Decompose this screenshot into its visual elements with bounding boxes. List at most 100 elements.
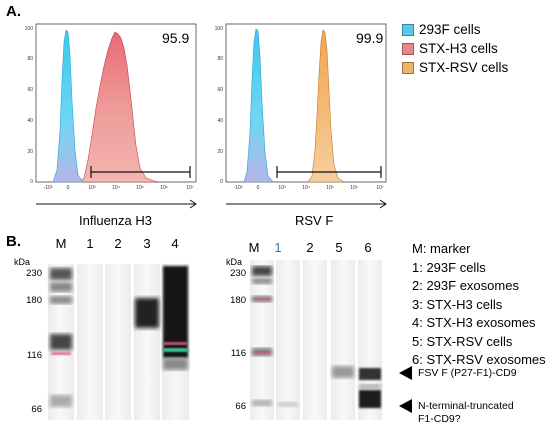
histogram-stx-rsv-fill [307,29,345,183]
y-tick: 40 [27,118,33,124]
lane-3 [134,264,160,420]
legend-label: 293F cells [419,22,481,37]
lane-label: 6 [364,240,372,255]
x-tick: -10³ [234,185,243,191]
x-tick: 10⁷ [376,185,384,191]
marker-bands [50,268,72,407]
x-axis-arrow [36,199,197,209]
y-tick: 80 [27,56,33,62]
western-blot-2 [250,260,382,420]
lane-label: M [248,240,260,255]
annotation-line: N-terminal-truncated [418,400,514,412]
lane-m [250,260,274,420]
mw-marker: 66 [235,401,246,412]
key-item: 3: STX-H3 cells [412,296,503,312]
key-item: 6: STX-RSV exosomes [412,352,546,367]
band-lane-3 [135,298,159,328]
lane-1 [77,264,103,420]
panel-a-label: A. [6,3,21,20]
mw-marker: 116 [230,348,246,359]
legend-item-293f: 293F cells [402,20,508,39]
kda-label: kDa [226,257,243,267]
arrowhead-fsv [399,366,412,380]
y-tick: 80 [217,56,223,62]
band-lane-4-edge [163,342,188,345]
key-item: M: marker [412,241,471,256]
band-lane-6-lower [359,390,381,408]
western-blot-1 [48,264,189,420]
x-tick: 10⁵ [136,185,144,191]
mw-marker: 180 [26,295,42,306]
lane-label: 5 [335,240,343,255]
lane-label: 1 [274,240,282,255]
x-tick: 10⁴ [112,185,120,191]
percent-positive-h3: 95.9 [162,30,190,46]
band-lane-4-lower [163,358,188,370]
mw-marker: 66 [31,404,42,415]
key-item: 2: 293F exosomes [412,278,519,293]
histogram-293f-fill [52,29,84,183]
lane-label: 3 [143,236,151,251]
x-axis-label-rsv: RSV F [295,213,334,228]
y-tick: 60 [217,87,223,93]
lane-1 [276,260,300,420]
x-tick: 10³ [278,185,286,191]
legend-label: STX-RSV cells [419,60,509,75]
x-axis-label-h3: Influenza H3 [79,213,152,228]
band-lane-5 [332,366,354,378]
x-tick: 0 [67,185,70,191]
x-tick: -10³ [44,185,53,191]
mw-marker: 116 [26,350,42,361]
annotation-fsv: FSV F (P27-F1)-CD9 [418,367,517,380]
legend-label: STX-H3 cells [419,41,498,56]
lane-label: 2 [306,240,314,255]
x-axis-ticks: -10³ 0 10³ 10⁴ 10⁵ 10⁶ 10⁷ [234,185,384,191]
legend-item-stx-rsv: STX-RSV cells [402,58,508,77]
x-tick: 10⁷ [186,185,194,191]
legend-swatch [402,42,414,55]
lane-label: 2 [114,236,122,251]
x-axis-ticks: -10³ 0 10³ 10⁴ 10⁵ 10⁶ 10⁷ [44,185,194,191]
band-lane-6-upper [359,368,381,380]
mw-marker: 230 [230,268,246,279]
y-axis-ticks: 100 80 60 40 20 0 [215,26,224,185]
gate-bar [276,166,382,178]
gate-bar [90,166,191,178]
x-tick: 10⁴ [302,185,310,191]
panel-b-label: B. [6,233,21,250]
y-tick: 100 [25,26,34,32]
arrowhead-truncated [399,399,412,413]
y-tick: 20 [217,149,223,155]
lane-2 [105,264,131,420]
legend-swatch [402,61,414,74]
y-tick: 100 [215,26,224,32]
lane-5 [331,260,355,420]
y-tick: 60 [27,87,33,93]
histogram-rsv-f: 100 80 60 40 20 0 -10³ 0 10³ 10⁴ 10⁵ 10⁶… [215,23,387,209]
mw-marker: 180 [230,295,246,306]
x-axis-arrow [226,199,387,209]
x-tick: 10⁵ [326,185,334,191]
key-item: 4: STX-H3 exosomes [412,315,536,330]
band-lane-4-highlight [163,348,188,352]
annotation-line: FSV F (P27-F1)-CD9 [418,367,517,379]
lane-label: 4 [171,236,179,251]
y-tick: 0 [30,179,33,185]
legend-swatch [402,23,414,36]
percent-positive-rsv: 99.9 [356,30,384,46]
x-tick: 10³ [88,185,96,191]
histogram-influenza-h3: 100 80 60 40 20 0 -10³ 0 10³ 10⁴ 10⁵ 10⁶… [25,23,197,209]
marker-bands [252,266,272,406]
histogram-293f-fill [243,28,274,183]
legend-item-stx-h3: STX-H3 cells [402,39,508,58]
lane-label: 1 [86,236,94,251]
legend: 293F cells STX-H3 cells STX-RSV cells [402,20,508,77]
y-tick: 40 [217,118,223,124]
lane-label: M [55,236,67,251]
key-item: 1: 293F cells [412,259,486,275]
lane-key: M: marker 1: 293F cells 2: 293F exosomes… [412,240,546,370]
band-lane-1-faint [278,402,298,407]
kda-label: kDa [14,257,31,267]
x-tick: 0 [257,185,260,191]
lane-2 [303,260,327,420]
